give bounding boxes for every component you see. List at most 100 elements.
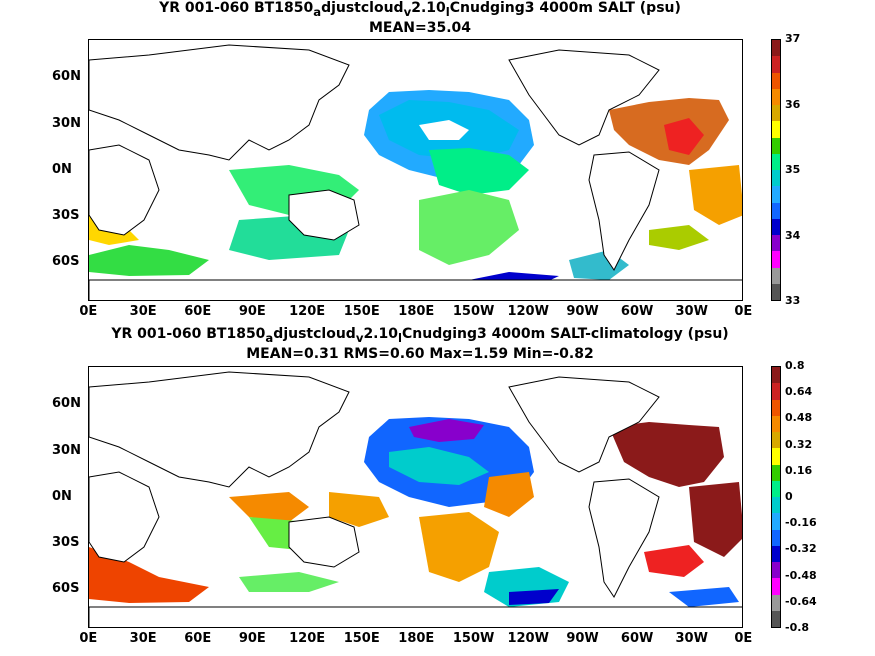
lat-label: 30S [52, 535, 80, 550]
colorbar-swatch [772, 137, 780, 154]
colorbar-label: 37 [785, 32, 801, 45]
p2-africa [89, 471, 160, 563]
lon-label: 0E [79, 304, 98, 319]
lon-label: 120W [507, 304, 549, 319]
p2-antarctica [89, 606, 742, 627]
colorbar-label: -0.64 [785, 594, 817, 608]
colorbar-swatch [772, 610, 780, 627]
p1-samerica [588, 151, 660, 271]
panel1-title: YR 001-060 BT1850adjustcloudv2.10lCnudgi… [159, 0, 681, 19]
panel1-map [88, 39, 743, 301]
colorbar-swatch [772, 513, 780, 530]
colorbar-label: 35 [785, 163, 801, 176]
lat-label: 0N [52, 162, 72, 177]
p1-namerica [508, 49, 660, 146]
lon-label: 150E [343, 304, 380, 319]
lon-label: 90E [238, 631, 266, 646]
lon-label: 30W [675, 304, 708, 319]
colorbar-label: 36 [785, 97, 801, 111]
colorbar-swatch [772, 88, 780, 105]
lon-label: 30W [675, 631, 708, 646]
p1-antarctica [89, 279, 742, 300]
lon-label: 0E [734, 304, 753, 319]
colorbar-swatch [772, 562, 780, 579]
lat-label: 30N [52, 116, 81, 131]
p1-eurasia [89, 44, 350, 161]
lon-label: 180E [398, 631, 435, 646]
p2-namerica [508, 376, 660, 473]
colorbar-swatch [772, 56, 780, 73]
lat-label: 60S [52, 254, 80, 269]
lon-label: 150E [343, 631, 380, 646]
colorbar-swatch [772, 497, 780, 514]
colorbar-swatch [772, 121, 780, 138]
panel1-colorbar [771, 39, 781, 301]
p2-australia [288, 516, 360, 568]
lon-label: 60W [620, 304, 654, 319]
lon-label: 120W [507, 631, 549, 646]
p2-samerica [588, 478, 660, 598]
colorbar-swatch [772, 480, 780, 497]
panel2-title: YR 001-060 BT1850adjustcloudv2.10lCnudgi… [111, 326, 729, 345]
colorbar-swatch [772, 383, 780, 400]
colorbar-label: 33 [785, 294, 801, 307]
colorbar-swatch [772, 283, 780, 300]
lat-label: 60N [52, 69, 81, 84]
colorbar-label: 0.32 [785, 437, 813, 451]
colorbar-swatch [772, 105, 780, 122]
colorbar-swatch [772, 578, 780, 595]
p2-eurasia [89, 371, 350, 488]
colorbar-label: -0.48 [785, 568, 817, 582]
lon-label: 30E [129, 631, 157, 646]
colorbar-label: -0.8 [785, 621, 810, 634]
colorbar-swatch [772, 415, 780, 432]
panel2-subtitle: MEAN=0.31 RMS=0.60 Max=1.59 Min=-0.82 [246, 346, 594, 362]
lon-label: 90W [566, 304, 599, 319]
colorbar-swatch [772, 529, 780, 546]
lon-label: 60W [620, 631, 654, 646]
lon-label: 60E [184, 631, 212, 646]
panel1-subtitle: MEAN=35.04 [368, 20, 472, 36]
lon-label: 180E [398, 304, 435, 319]
lon-label: 30E [129, 304, 157, 319]
lat-label: 60N [52, 396, 81, 411]
colorbar-swatch [772, 432, 780, 449]
colorbar-swatch [772, 235, 780, 252]
colorbar-swatch [772, 367, 780, 384]
colorbar-swatch [772, 72, 780, 89]
colorbar-swatch [772, 399, 780, 416]
lon-label: 120E [289, 631, 326, 646]
lon-label: 90W [566, 631, 599, 646]
lat-label: 30S [52, 208, 80, 223]
colorbar-label: 0.16 [785, 463, 813, 477]
lon-label: 150W [452, 631, 495, 646]
lon-label: 90E [238, 304, 266, 319]
lon-label: 60E [184, 304, 212, 319]
colorbar-swatch [772, 202, 780, 219]
lat-label: 30N [52, 443, 81, 458]
lon-label: 0E [734, 631, 753, 646]
lon-label: 120E [289, 304, 326, 319]
colorbar-swatch [772, 464, 780, 481]
lat-label: 0N [52, 489, 72, 504]
colorbar-swatch [772, 170, 780, 187]
colorbar-label: 34 [785, 228, 801, 242]
colorbar-label: 0.48 [785, 411, 813, 425]
colorbar-label: -0.32 [785, 542, 817, 556]
panel2-colorbar [771, 366, 781, 628]
colorbar-swatch [772, 251, 780, 268]
colorbar-label: -0.16 [785, 516, 817, 530]
colorbar-label: 0.8 [785, 359, 805, 372]
lat-label: 60S [52, 581, 80, 596]
p1-africa [89, 144, 160, 236]
p1-australia [288, 189, 360, 241]
colorbar-swatch [772, 545, 780, 562]
lon-label: 0E [79, 631, 98, 646]
colorbar-swatch [772, 448, 780, 465]
lon-label: 150W [452, 304, 495, 319]
colorbar-swatch [772, 186, 780, 203]
panel2-map [88, 366, 743, 628]
colorbar-swatch [772, 40, 780, 57]
colorbar-label: 0.64 [785, 385, 813, 399]
colorbar-label: 0 [785, 490, 793, 503]
